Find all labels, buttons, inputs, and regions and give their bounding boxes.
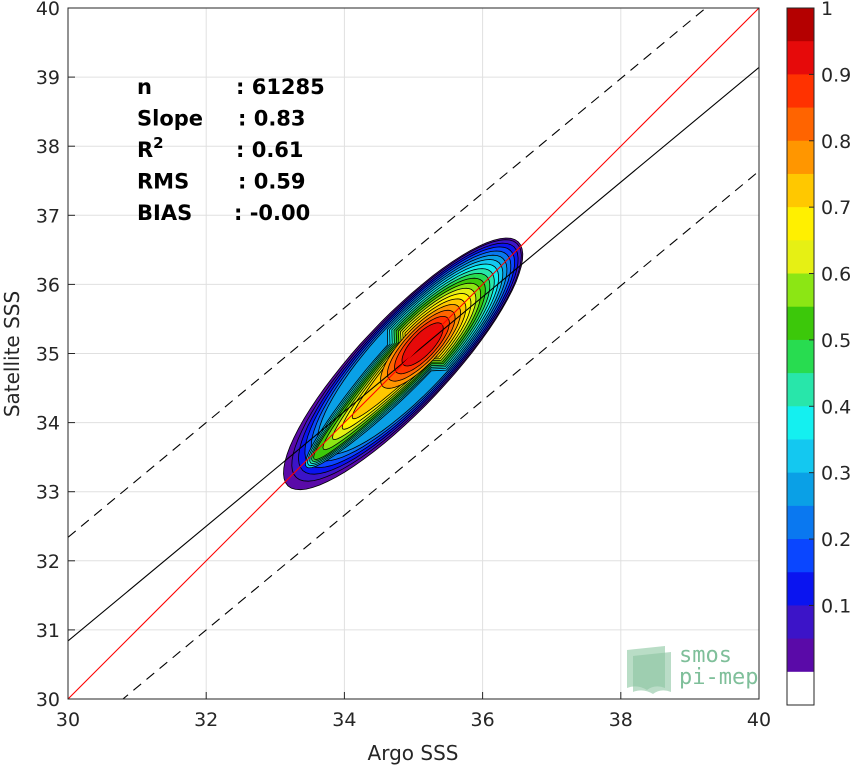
colorbar-tick-label: 0.5 [821,330,851,352]
logo-text-line1: smos [679,643,732,668]
colorbar-segment [787,472,814,507]
x-tick-label: 30 [56,709,80,731]
logo-wave-icon-2 [633,652,671,694]
y-axis-label: Satellite SSS [0,291,24,417]
colorbar-segment [787,207,814,241]
stat-value: : 0.83 [238,107,306,131]
stat-value: : -0.00 [234,201,310,225]
stat-value: : 0.59 [238,170,306,194]
colorbar-segment [787,572,814,606]
colorbar-tick-label: 0.8 [821,131,851,153]
y-tick-label: 36 [36,274,60,296]
identity-line [68,8,759,699]
stat-label: Slope [137,107,203,131]
stat-label: n [137,75,152,99]
colorbar-tick-label: 0.2 [821,529,851,551]
x-tick-label: 34 [332,709,356,731]
x-tick-label: 40 [747,709,771,731]
colorbar-tick-label: 0.9 [821,64,851,86]
colorbar-tick-label: 0.7 [821,197,851,219]
logo-text-line2: pi-mep [679,665,758,690]
stat-label: RMS [137,170,189,194]
colorbar-segment [787,439,814,474]
x-axis-label: Argo SSS [368,741,459,765]
y-tick-label: 39 [36,67,60,89]
colorbar-frame [786,7,815,706]
colorbar-segment [787,41,814,75]
y-tick-label: 31 [36,620,60,642]
colorbar-segment [787,406,814,440]
colorbar-tick-label: 0.4 [821,396,851,418]
stat-value: : 61285 [236,75,325,99]
colorbar-segment [787,107,814,142]
colorbar-tick-label: 0.1 [821,595,851,617]
x-tick-labels: 30 32 34 36 38 40 [56,709,771,731]
stat-superscript: 2 [153,134,163,152]
y-tick-label: 34 [36,413,60,435]
colorbar-segment [787,339,814,374]
x-tick-label: 38 [609,709,633,731]
colorbar-segment [787,671,814,706]
colorbar [786,7,815,706]
plot-frame [67,7,760,700]
colorbar-tick-label: 0.3 [821,463,851,485]
smos-pimep-logo: smos pi-mep [627,643,758,694]
y-tick-label: 37 [36,205,60,227]
colorbar-segment [787,306,814,341]
y-tick-label: 40 [36,0,60,20]
colorbar-segment [787,8,814,42]
stat-value: : 0.61 [236,138,304,162]
y-tick-label: 32 [36,551,60,573]
colorbar-segment [787,373,814,407]
colorbar-segment [787,539,814,573]
colorbar-tick-labels: 0.1 0.2 0.3 0.4 0.5 0.6 0.7 0.8 0.9 1 [821,0,851,617]
y-tick-label: 35 [36,344,60,366]
colorbar-segment [787,273,814,308]
x-tick-label: 32 [194,709,218,731]
colorbar-segment [787,605,814,640]
lower-bound-line [122,170,759,699]
regression-lines [68,8,759,699]
colorbar-segment [787,173,814,208]
y-tick-label: 38 [36,136,60,158]
upper-bound-line [68,8,707,538]
stat-label: BIAS [137,201,192,225]
colorbar-segment [787,74,814,109]
colorbar-tick-label: 0.6 [821,264,851,286]
x-tick-label: 36 [471,709,495,731]
colorbar-segment [787,505,814,540]
y-tick-label: 33 [36,482,60,504]
colorbar-segment [787,240,814,275]
colorbar-segment [787,638,814,673]
y-tick-label: 30 [36,689,60,711]
y-tick-labels: 30 31 32 33 34 35 36 37 38 39 40 [36,0,60,711]
colorbar-tick-label: 1 [821,0,833,20]
colorbar-segment [787,140,814,175]
